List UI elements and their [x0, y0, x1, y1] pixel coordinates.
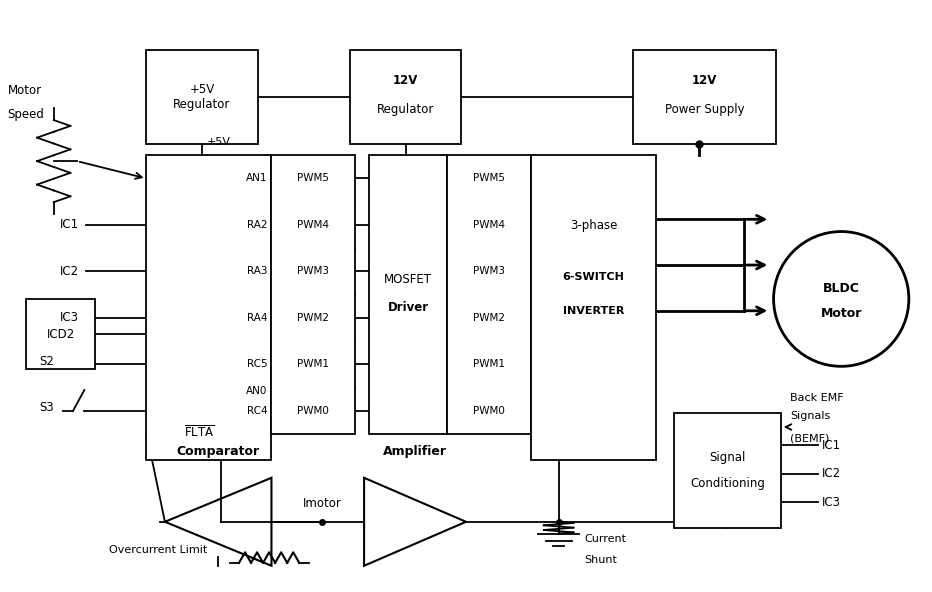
Text: Power Supply: Power Supply: [665, 103, 745, 116]
Bar: [531, 155, 656, 460]
Text: INVERTER: INVERTER: [563, 306, 624, 316]
Text: Current: Current: [584, 535, 626, 545]
Text: PWM2: PWM2: [473, 313, 505, 323]
Text: RC4: RC4: [247, 406, 267, 416]
Text: Speed: Speed: [7, 108, 45, 121]
Text: Imotor: Imotor: [303, 497, 342, 510]
Bar: [271, 155, 355, 434]
Bar: [146, 50, 257, 143]
Bar: [447, 155, 531, 434]
Text: +5V
Regulator: +5V Regulator: [173, 83, 230, 111]
Bar: [633, 50, 776, 143]
Bar: [675, 413, 781, 527]
Text: PWM3: PWM3: [297, 266, 329, 276]
Text: PWM5: PWM5: [297, 173, 329, 184]
Text: IC1: IC1: [822, 439, 841, 452]
Text: Signal: Signal: [709, 451, 746, 464]
Text: MOSFET: MOSFET: [384, 274, 432, 287]
Text: Motor: Motor: [820, 307, 862, 320]
Text: PWM5: PWM5: [473, 173, 505, 184]
Ellipse shape: [774, 231, 909, 366]
Text: 6-SWITCH: 6-SWITCH: [562, 272, 624, 282]
Text: AN0: AN0: [246, 385, 267, 395]
Text: PWM4: PWM4: [473, 220, 505, 230]
Text: IC1: IC1: [60, 218, 78, 231]
Text: RA2: RA2: [247, 220, 267, 230]
Text: 3-phase: 3-phase: [569, 219, 617, 232]
Text: RA3: RA3: [247, 266, 267, 276]
Text: 12V: 12V: [393, 73, 418, 86]
Text: PWM1: PWM1: [473, 359, 505, 369]
Text: Conditioning: Conditioning: [691, 477, 765, 490]
Text: (BEMF): (BEMF): [790, 434, 829, 444]
Text: PWM1: PWM1: [297, 359, 329, 369]
Text: $\overline{\rm FLTA}$: $\overline{\rm FLTA}$: [185, 425, 215, 440]
Text: 12V: 12V: [692, 73, 718, 86]
Bar: [350, 50, 461, 143]
Bar: [369, 155, 447, 434]
Text: Amplifier: Amplifier: [383, 445, 447, 458]
Text: IC2: IC2: [822, 468, 841, 480]
Text: PWM3: PWM3: [473, 266, 505, 276]
Text: Shunt: Shunt: [584, 555, 618, 565]
Text: RA4: RA4: [247, 313, 267, 323]
Text: S2: S2: [39, 355, 54, 368]
Text: PWM0: PWM0: [473, 406, 505, 416]
Text: +5V: +5V: [207, 137, 230, 147]
Text: AN1: AN1: [246, 173, 267, 184]
Text: Signals: Signals: [790, 411, 830, 422]
Text: Comparator: Comparator: [176, 445, 260, 458]
Text: PWM2: PWM2: [297, 313, 329, 323]
Text: Driver: Driver: [388, 301, 429, 314]
Text: Regulator: Regulator: [377, 103, 434, 116]
Text: PWM4: PWM4: [297, 220, 329, 230]
Text: Back EMF: Back EMF: [790, 392, 843, 403]
Bar: [146, 155, 271, 460]
Text: IC2: IC2: [60, 265, 78, 278]
Text: S3: S3: [39, 401, 54, 414]
Text: BLDC: BLDC: [823, 282, 859, 295]
Text: Motor: Motor: [7, 84, 42, 97]
Text: PWM0: PWM0: [297, 406, 329, 416]
Text: RC5: RC5: [247, 359, 267, 369]
Text: IC3: IC3: [60, 311, 78, 324]
Bar: [26, 299, 95, 369]
Text: IC3: IC3: [822, 496, 841, 509]
Text: ICD2: ICD2: [47, 327, 75, 340]
Text: Overcurrent Limit: Overcurrent Limit: [109, 545, 208, 555]
